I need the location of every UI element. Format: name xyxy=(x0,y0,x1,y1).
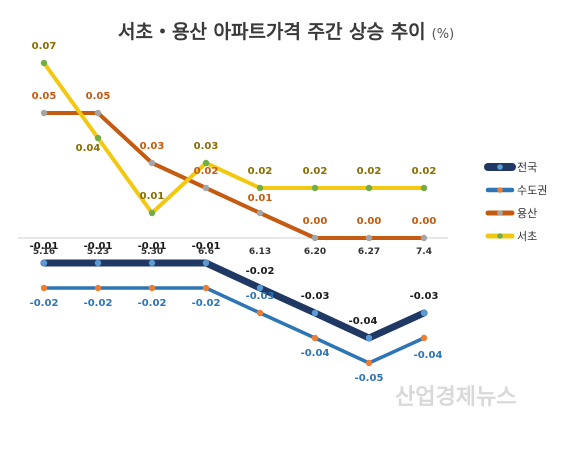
data-label-전국-2: -0.01 xyxy=(138,241,167,252)
data-point-수도권-3 xyxy=(202,284,210,292)
data-point-용산-5 xyxy=(311,234,319,242)
series-layer xyxy=(40,61,428,365)
legend-label-서초: 서초 xyxy=(517,230,537,243)
data-label-용산-6: 0.00 xyxy=(357,216,382,227)
data-label-용산-2: 0.03 xyxy=(140,141,165,152)
data-label-용산-0: 0.05 xyxy=(32,91,57,102)
data-label-전국-7: -0.03 xyxy=(410,291,439,302)
data-point-용산-3 xyxy=(202,184,210,192)
data-point-전국-6 xyxy=(365,334,373,342)
x-tick-label: 5.30 xyxy=(141,247,163,257)
data-label-전국-5: -0.03 xyxy=(301,291,330,302)
data-label-수도권-1: -0.02 xyxy=(84,298,113,309)
data-label-전국-4: -0.02 xyxy=(246,266,275,277)
x-tick-label: 7.4 xyxy=(416,247,432,257)
data-label-수도권-4: -0.03 xyxy=(246,291,275,302)
data-label-서초-7: 0.02 xyxy=(412,166,437,177)
data-label-서초-1: 0.04 xyxy=(76,143,101,154)
series-line-수도권 xyxy=(42,286,426,365)
data-point-수도권-6 xyxy=(365,359,373,367)
data-point-서초-1 xyxy=(94,134,102,142)
data-point-용산-7 xyxy=(420,234,428,242)
data-point-용산-2 xyxy=(148,159,156,167)
watermark: 산업경제뉴스 xyxy=(395,385,516,410)
data-point-용산-6 xyxy=(365,234,373,242)
data-label-수도권-0: -0.02 xyxy=(30,298,59,309)
data-point-서초-5 xyxy=(311,184,319,192)
data-point-서초-2 xyxy=(148,209,156,217)
data-point-전국-5 xyxy=(311,309,319,317)
data-point-전국-1 xyxy=(94,259,102,267)
data-label-수도권-5: -0.04 xyxy=(301,348,330,359)
data-label-서초-3: 0.03 xyxy=(194,141,219,152)
data-label-서초-0: 0.07 xyxy=(32,41,57,52)
data-point-서초-4 xyxy=(256,184,264,192)
data-point-전국-0 xyxy=(40,259,48,267)
data-point-수도권-7 xyxy=(420,334,428,342)
x-tick-label: 6.6 xyxy=(198,247,214,257)
data-label-용산-5: 0.00 xyxy=(303,216,328,227)
data-point-용산-0 xyxy=(40,109,48,117)
data-label-전국-0: -0.01 xyxy=(30,241,59,252)
series-line-서초 xyxy=(42,61,426,215)
data-label-용산-3: 0.02 xyxy=(194,166,219,177)
x-tick-label: 5.23 xyxy=(87,247,109,257)
data-point-수도권-2 xyxy=(148,284,156,292)
data-label-서초-6: 0.02 xyxy=(357,166,382,177)
data-point-용산-4 xyxy=(256,209,264,217)
data-point-서초-6 xyxy=(365,184,373,192)
data-point-전국-7 xyxy=(420,309,428,317)
legend-marker-전국 xyxy=(497,164,503,170)
data-label-수도권-7: -0.04 xyxy=(414,350,443,361)
data-point-수도권-4 xyxy=(256,309,264,317)
data-label-전국-1: -0.01 xyxy=(84,241,113,252)
data-label-서초-2: 0.01 xyxy=(140,191,165,202)
data-label-전국-3: -0.01 xyxy=(192,241,221,252)
data-label-용산-7: 0.00 xyxy=(412,216,437,227)
data-point-수도권-1 xyxy=(94,284,102,292)
x-axis-ticks: 5.16 5.23 5.30 6.6 6.13 6.20 6.27 7.4 xyxy=(33,247,432,257)
legend-marker-용산 xyxy=(497,210,503,216)
data-point-용산-1 xyxy=(94,109,102,117)
data-label-전국-6: -0.04 xyxy=(349,316,378,327)
legend-marker-서초 xyxy=(497,233,503,239)
data-point-수도권-0 xyxy=(40,284,48,292)
x-tick-label: 6.20 xyxy=(304,247,326,257)
data-label-서초-4: 0.02 xyxy=(248,166,273,177)
legend-marker-수도권 xyxy=(497,187,503,193)
data-label-용산-4: 0.01 xyxy=(248,193,273,204)
data-point-서초-7 xyxy=(420,184,428,192)
data-label-수도권-3: -0.02 xyxy=(192,298,221,309)
data-point-전국-2 xyxy=(148,259,156,267)
series-line-전국 xyxy=(40,259,428,342)
label-layer: -0.02 -0.02 -0.02 -0.02 -0.03 -0.04 -0.05 -0.04… xyxy=(30,41,443,384)
x-tick-label: 6.27 xyxy=(358,247,380,257)
legend-label-전국: 전국 xyxy=(517,161,537,174)
x-tick-label: 6.13 xyxy=(249,247,271,257)
data-point-서초-3 xyxy=(202,159,210,167)
data-point-전국-3 xyxy=(202,259,210,267)
data-point-서초-0 xyxy=(40,59,48,67)
data-label-수도권-2: -0.02 xyxy=(138,298,167,309)
data-point-수도권-5 xyxy=(311,334,319,342)
legend-label-용산: 용산 xyxy=(517,207,537,220)
legend-label-수도권: 수도권 xyxy=(517,184,547,197)
x-tick-label: 5.16 xyxy=(33,247,55,257)
chart-title: 서초・용산 아파트가격 주간 상승 추이 (%) xyxy=(118,21,454,43)
series-line-용산 xyxy=(42,111,426,240)
data-point-전국-4 xyxy=(256,284,264,292)
marker-layer xyxy=(40,59,428,367)
data-label-수도권-6: -0.05 xyxy=(355,373,384,384)
data-label-서초-5: 0.02 xyxy=(303,166,328,177)
data-label-용산-1: 0.05 xyxy=(86,91,111,102)
